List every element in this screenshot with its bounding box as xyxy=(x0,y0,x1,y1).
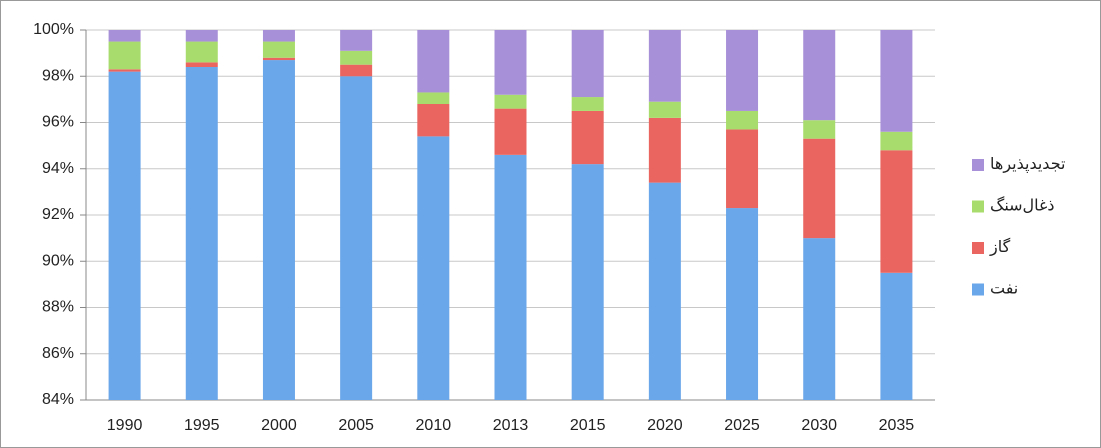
y-tick-label: 100% xyxy=(33,21,74,38)
bar-segment xyxy=(185,67,218,400)
bar-segment xyxy=(726,208,759,400)
bar-segment xyxy=(262,41,295,58)
bar-segment xyxy=(880,131,913,151)
x-tick-label: 2025 xyxy=(724,417,760,434)
bar-segment xyxy=(262,57,295,61)
bar-segment xyxy=(803,30,836,121)
x-tick-label: 2030 xyxy=(801,417,837,434)
y-tick-label: 88% xyxy=(42,299,74,316)
bar-segment xyxy=(185,62,218,67)
y-tick-label: 86% xyxy=(42,345,74,362)
bar-segment xyxy=(108,30,141,42)
bar-segment xyxy=(340,76,373,400)
x-tick-label: 2020 xyxy=(647,417,683,434)
y-tick-label: 98% xyxy=(42,67,74,84)
bar-segment xyxy=(803,138,836,239)
bar-segment xyxy=(726,30,759,111)
bar-segment xyxy=(571,97,604,111)
legend-label: ذغال‌سنگ xyxy=(990,196,1055,215)
bar-segment xyxy=(417,104,450,137)
bar-segment xyxy=(340,50,373,65)
bar-segment xyxy=(648,30,681,102)
bar-segment xyxy=(185,30,218,42)
bar-segment xyxy=(417,92,450,104)
legend-swatch xyxy=(972,283,984,296)
bar-segment xyxy=(571,110,604,165)
bar-segment xyxy=(803,120,836,139)
bar-segment xyxy=(494,30,527,95)
bar-segment xyxy=(494,154,527,400)
bar-segment xyxy=(648,101,681,118)
y-tick-label: 92% xyxy=(42,206,74,223)
legend-label: گاز xyxy=(989,237,1011,257)
bar-segment xyxy=(803,238,836,400)
bar-segment xyxy=(108,69,141,72)
legend-label: نفت xyxy=(990,281,1018,298)
x-tick-label: 2000 xyxy=(261,417,297,434)
bar-segment xyxy=(108,71,141,400)
bar-segment xyxy=(494,94,527,109)
bar-segment xyxy=(648,117,681,183)
bar-segment xyxy=(340,30,373,51)
y-tick-label: 84% xyxy=(42,391,74,408)
y-tick-label: 96% xyxy=(42,114,74,131)
bar-segment xyxy=(880,272,913,400)
bar-segment xyxy=(417,30,450,93)
x-tick-label: 2015 xyxy=(570,417,606,434)
bar-segment xyxy=(262,30,295,42)
bar-segment xyxy=(417,136,450,400)
x-tick-label: 2010 xyxy=(416,417,452,434)
bar-segment xyxy=(880,30,913,132)
x-tick-label: 2035 xyxy=(879,417,915,434)
bar-segment xyxy=(726,110,759,130)
bar-segment xyxy=(571,30,604,98)
bar-segment xyxy=(185,41,218,63)
bar-segment xyxy=(648,182,681,400)
legend-swatch xyxy=(972,200,984,213)
y-tick-label: 94% xyxy=(42,160,74,177)
bar-segment xyxy=(262,60,295,400)
legend-swatch xyxy=(972,159,984,171)
x-tick-label: 2013 xyxy=(493,417,529,434)
bar-segment xyxy=(340,64,373,77)
bar-segment xyxy=(494,108,527,155)
x-tick-label: 2005 xyxy=(338,417,374,434)
legend-label: تجدیدپذیرها xyxy=(990,156,1065,174)
bar-segment xyxy=(726,129,759,209)
legend-swatch xyxy=(972,242,984,254)
bar-segment xyxy=(880,150,913,273)
bar-segment xyxy=(108,41,141,70)
x-tick-label: 1990 xyxy=(107,417,143,434)
bar-segment xyxy=(571,164,604,400)
y-tick-label: 90% xyxy=(42,252,74,269)
x-tick-label: 1995 xyxy=(184,417,220,434)
